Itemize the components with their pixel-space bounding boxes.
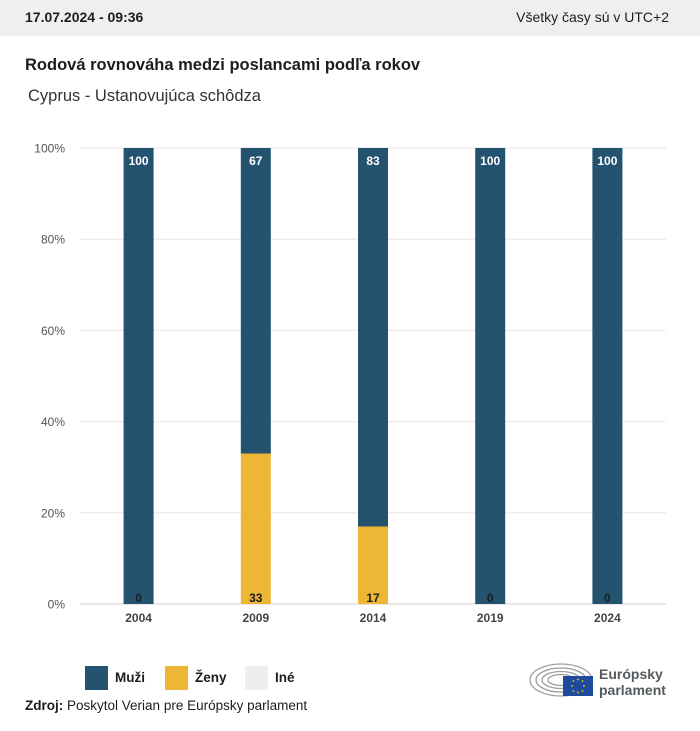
header-bar: 17.07.2024 - 09:36 Všetky časy sú v UTC+…: [0, 0, 700, 36]
legend-label-men: Muži: [115, 670, 145, 685]
legend-label-other: Iné: [275, 670, 295, 685]
x-tick-label: 2009: [242, 611, 269, 625]
logo-text: Európsky parlament: [599, 666, 666, 698]
bar-men: [475, 148, 506, 604]
legend-label-women: Ženy: [195, 670, 227, 685]
source-label: Zdroj:: [25, 698, 64, 713]
logo-line-2: parlament: [599, 682, 666, 698]
bar-men: [592, 148, 623, 604]
data-label-women: 0: [487, 591, 494, 605]
bar-men: [358, 148, 388, 527]
bar-men: [240, 148, 271, 454]
y-tick-label: 20%: [41, 506, 65, 520]
bar-women: [358, 526, 388, 604]
data-label-women: 33: [249, 591, 263, 605]
x-tick-label: 2014: [360, 611, 387, 625]
y-tick-label: 60%: [41, 324, 65, 338]
source-note: Zdroj: Poskytol Verian pre Európsky parl…: [25, 698, 307, 713]
data-label-women: 0: [135, 591, 142, 605]
data-label-men: 100: [597, 154, 617, 168]
y-tick-label: 80%: [41, 233, 65, 247]
data-label-men: 100: [480, 154, 500, 168]
source-text: Poskytol Verian pre Európsky parlament: [67, 698, 308, 713]
x-tick-label: 2004: [125, 611, 152, 625]
timestamp: 17.07.2024 - 09:36: [25, 9, 144, 25]
hemicycle-flag-icon: [529, 663, 593, 697]
data-label-men: 100: [129, 154, 149, 168]
bar-men: [123, 148, 154, 604]
x-tick-label: 2024: [594, 611, 621, 625]
bar-chart: 0% 20% 40% 60% 80% 100% 100 0 2004 67 33 2009 83 17 20…: [34, 142, 666, 625]
bar-women: [240, 453, 271, 604]
legend-swatch-women: [165, 666, 188, 690]
parliament-logo: Európsky parlament: [529, 658, 679, 700]
y-tick-label: 40%: [41, 415, 65, 429]
x-tick-label: 2019: [477, 611, 504, 625]
data-label-men: 83: [366, 154, 380, 168]
chart-title: Rodová rovnováha medzi poslancami podľa …: [25, 56, 421, 74]
chart-subtitle: Cyprus - Ustanovujúca schôdza: [28, 87, 261, 105]
y-tick-label: 0%: [48, 598, 66, 612]
timezone-note: Všetky časy sú v UTC+2: [516, 9, 669, 25]
legend-swatch-men: [85, 666, 108, 690]
legend-swatch-other: [245, 666, 268, 690]
logo-line-1: Európsky: [599, 666, 663, 682]
data-label-women: 17: [366, 591, 380, 605]
data-label-men: 67: [249, 154, 263, 168]
y-tick-label: 100%: [34, 142, 65, 156]
data-label-women: 0: [604, 591, 611, 605]
